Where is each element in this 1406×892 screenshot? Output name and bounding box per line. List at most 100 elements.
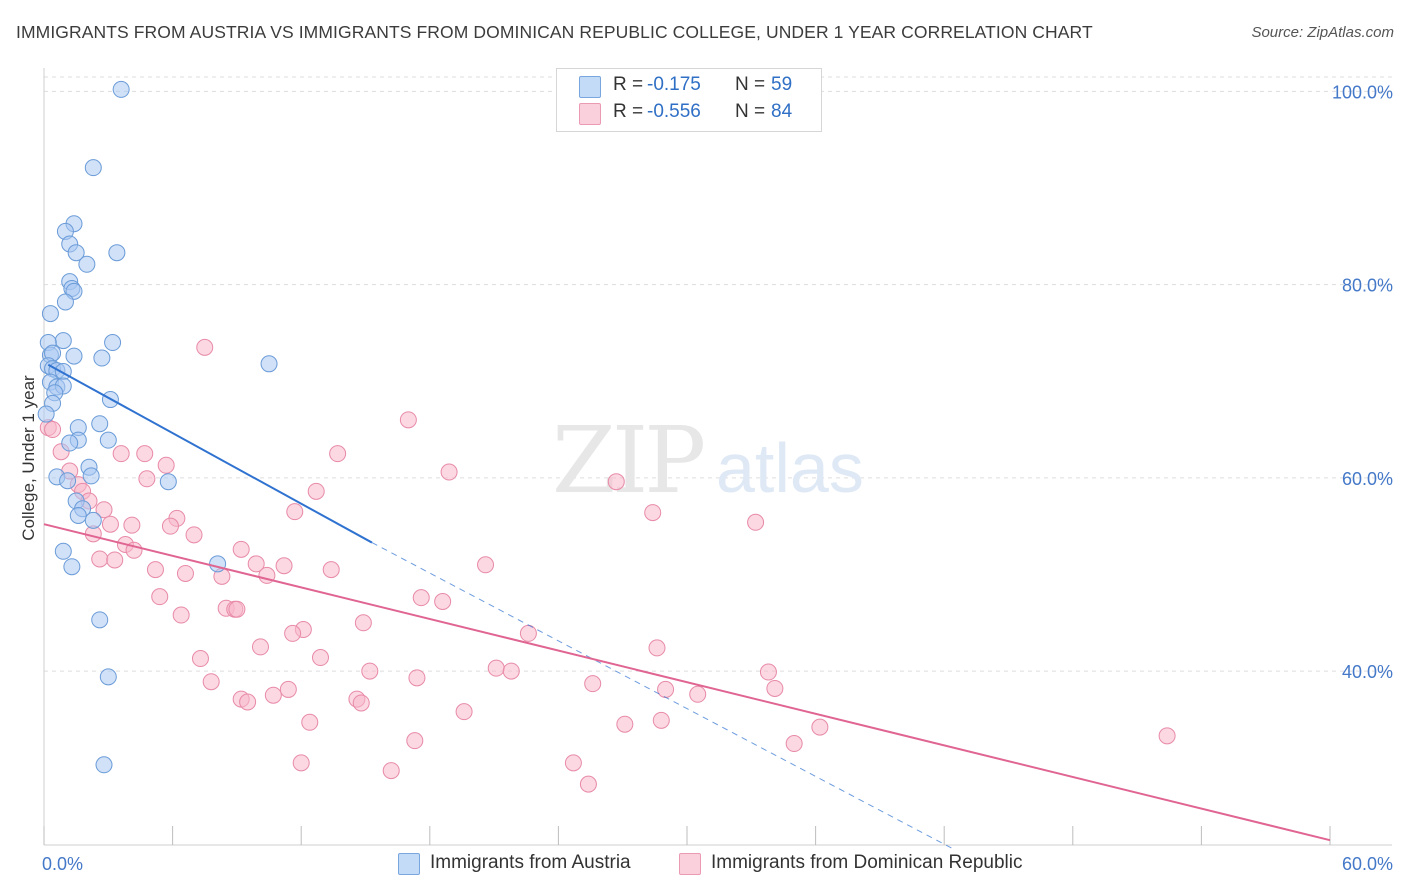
dominican-point (106, 551, 124, 569)
dominican-point (202, 673, 220, 691)
dominican-n-value: 84 (771, 101, 793, 122)
dominican-point (785, 735, 803, 753)
chart-title: IMMIGRANTS FROM AUSTRIA VS IMMIGRANTS FR… (16, 22, 1093, 42)
y-tick-label: 60.0% (1342, 469, 1393, 489)
austria-point (209, 555, 227, 573)
gridlines (44, 76, 1392, 672)
dominican-point (519, 624, 537, 642)
austria-point (59, 472, 77, 490)
austria-point (104, 334, 122, 352)
dominican-points (39, 338, 1176, 793)
x-tick-label: 0.0% (42, 854, 83, 874)
watermark-atlas: atlas (716, 429, 864, 507)
dominican-point (434, 593, 452, 611)
dominican-point (95, 501, 113, 519)
dominican-point (275, 557, 293, 575)
dominican-point (502, 662, 520, 680)
dominican-point (584, 675, 602, 693)
austria-r-label: R = (613, 74, 644, 95)
dominican-point (123, 516, 141, 534)
dominican-point (382, 762, 400, 780)
dominican-point (352, 694, 370, 712)
austria-point (91, 611, 109, 629)
austria-point (78, 255, 96, 273)
dominican-point (689, 685, 707, 703)
dominican-point (264, 686, 282, 704)
dominican-point (399, 411, 417, 429)
dominican-point (657, 680, 675, 698)
austria-point (63, 558, 81, 576)
dominican-point (652, 711, 670, 729)
watermark-zip: ZIP (552, 407, 703, 514)
dominican-r-value: -0.556 (647, 101, 701, 122)
dominican-point (440, 463, 458, 481)
dominican-point (311, 649, 329, 667)
dominican-r-label: R = (613, 101, 644, 122)
austria-point (95, 756, 113, 774)
austria-point (54, 542, 72, 560)
dominican-point (136, 445, 154, 463)
dominican-point (607, 473, 625, 491)
dominican-point (239, 693, 257, 711)
dominican-point (487, 659, 505, 677)
dominican-point (579, 775, 597, 793)
austria-point (54, 332, 72, 350)
austria-legend-label: Immigrants from Austria (430, 852, 631, 873)
dominican-point (232, 540, 250, 558)
dominican-point (329, 445, 347, 463)
austria-swatch (579, 76, 601, 98)
dominican-point (185, 526, 203, 544)
austria-point (65, 347, 83, 365)
trend-lines (43, 363, 1331, 851)
dominican-point (176, 564, 194, 582)
dominican-point (301, 713, 319, 731)
austria-point (260, 355, 278, 373)
austria-point (41, 305, 59, 323)
dominican-point (279, 680, 297, 698)
tick-labels: 40.0% 60.0% 80.0% 100.0% 0.0% 60.0% (42, 82, 1393, 874)
y-tick-label: 40.0% (1342, 662, 1393, 682)
austria-r-value: -0.175 (647, 74, 701, 95)
dominican-point (151, 588, 169, 606)
dominican-point (1158, 727, 1176, 745)
y-tick-label: 80.0% (1342, 276, 1393, 296)
austria-point (159, 473, 177, 491)
austria-n-label: N = (735, 74, 766, 95)
stats-legend: R = -0.175 N = 59 R = -0.556 N = 84 (556, 68, 822, 132)
dominican-point (354, 614, 372, 632)
dominican-point (644, 504, 662, 522)
austria-point (61, 434, 79, 452)
dominican-point (286, 503, 304, 521)
dominican-point (455, 703, 473, 721)
dominican-point (91, 550, 109, 568)
dominican-n-label: N = (735, 101, 766, 122)
dominican-point (112, 445, 130, 463)
austria-trend-line (47, 363, 373, 544)
austria-point (37, 405, 55, 423)
dominican-legend-swatch (679, 853, 701, 875)
austria-point (99, 431, 117, 449)
dominican-point (648, 639, 666, 657)
dominican-point (747, 513, 765, 531)
watermark: ZIP atlas (552, 407, 864, 514)
austria-point (99, 668, 117, 686)
austria-points (37, 80, 278, 774)
dominican-point (44, 421, 62, 439)
austria-point (84, 159, 102, 177)
dominican-point (811, 718, 829, 736)
austria-point (84, 511, 102, 529)
source-credit: Source: ZipAtlas.com (1251, 24, 1394, 41)
dominican-point (759, 663, 777, 681)
dominican-trend-line (43, 523, 1331, 842)
dominican-point (408, 669, 426, 687)
y-axis-label: College, Under 1 year (19, 375, 38, 541)
axes (43, 68, 1392, 846)
dominican-point (616, 715, 634, 733)
dominican-point (406, 732, 424, 750)
austria-point (67, 244, 85, 262)
dominican-point (247, 555, 265, 573)
dominican-point (161, 517, 179, 535)
austria-n-value: 59 (771, 74, 793, 95)
dominican-point (361, 662, 379, 680)
